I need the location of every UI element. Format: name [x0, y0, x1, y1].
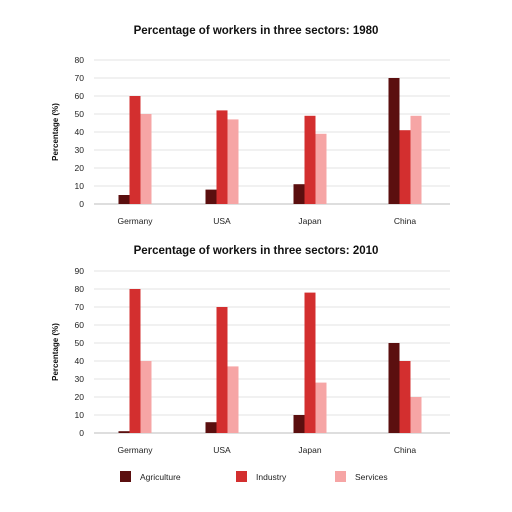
y-tick-label: 20: [75, 163, 85, 173]
legend: Agriculture Industry Services: [120, 471, 388, 482]
chart-panel-2: Percentage of workers in three sectors: …: [51, 245, 450, 455]
bar-agriculture-japan: [293, 415, 305, 433]
bar-services-china: [410, 397, 422, 433]
chart-panel-1: Percentage of workers in three sectors: …: [51, 25, 450, 226]
y-tick-label: 0: [79, 428, 84, 438]
y-tick-label: 10: [75, 410, 85, 420]
bar-services-china: [410, 115, 422, 204]
y-tick-label: 80: [75, 55, 85, 65]
chart-title: Percentage of workers in three sectors: …: [134, 245, 379, 257]
bar-services-japan: [315, 133, 327, 204]
y-tick-label: 50: [75, 109, 85, 119]
y-axis-label: Percentage (%): [51, 103, 60, 161]
bar-agriculture-japan: [293, 184, 305, 204]
bar-services-usa: [227, 119, 239, 204]
x-category-label: USA: [213, 216, 231, 226]
bar-agriculture-usa: [205, 422, 217, 433]
bar-services-germany: [140, 114, 152, 204]
bar-services-japan: [315, 382, 327, 433]
x-category-label: China: [394, 216, 416, 226]
bar-agriculture-china: [388, 78, 400, 204]
y-tick-label: 70: [75, 73, 85, 83]
bar-industry-germany: [129, 289, 141, 433]
y-tick-label: 70: [75, 302, 85, 312]
bar-industry-china: [399, 361, 411, 433]
y-tick-label: 40: [75, 127, 85, 137]
bar-industry-usa: [216, 307, 228, 433]
y-tick-label: 20: [75, 392, 85, 402]
x-category-label: Japan: [298, 216, 321, 226]
y-tick-label: 10: [75, 181, 85, 191]
bar-industry-china: [399, 130, 411, 204]
bar-industry-germany: [129, 96, 141, 204]
y-tick-label: 50: [75, 338, 85, 348]
x-category-label: China: [394, 445, 416, 455]
bar-agriculture-usa: [205, 189, 217, 204]
bar-services-usa: [227, 366, 239, 433]
bar-industry-japan: [304, 115, 316, 204]
bar-industry-usa: [216, 110, 228, 204]
bar-services-germany: [140, 361, 152, 433]
legend-swatch-agriculture: [120, 471, 131, 482]
y-tick-label: 60: [75, 91, 85, 101]
y-tick-label: 60: [75, 320, 85, 330]
x-category-label: Germany: [118, 445, 154, 455]
legend-swatch-services: [335, 471, 346, 482]
bar-agriculture-germany: [118, 195, 130, 204]
y-tick-label: 30: [75, 374, 85, 384]
legend-swatch-industry: [236, 471, 247, 482]
y-tick-label: 90: [75, 266, 85, 276]
legend-label-services: Services: [355, 472, 388, 482]
y-tick-label: 30: [75, 145, 85, 155]
x-category-label: Germany: [118, 216, 154, 226]
y-tick-label: 0: [79, 199, 84, 209]
chart-title: Percentage of workers in three sectors: …: [134, 25, 379, 37]
x-category-label: USA: [213, 445, 231, 455]
y-tick-label: 80: [75, 284, 85, 294]
y-tick-label: 40: [75, 356, 85, 366]
y-axis-label: Percentage (%): [51, 323, 60, 381]
bar-industry-japan: [304, 292, 316, 433]
legend-label-industry: Industry: [256, 472, 287, 482]
bar-agriculture-germany: [118, 431, 130, 433]
legend-label-agriculture: Agriculture: [140, 472, 181, 482]
bar-agriculture-china: [388, 343, 400, 433]
x-category-label: Japan: [298, 445, 321, 455]
